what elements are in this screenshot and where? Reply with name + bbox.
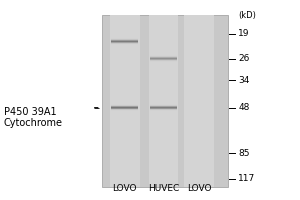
Bar (148, 15, 178, 187)
Text: 26: 26 (238, 54, 250, 63)
Text: LOVO: LOVO (187, 184, 212, 193)
Text: LOVO: LOVO (112, 184, 137, 193)
Text: 19: 19 (238, 29, 250, 38)
Text: Cytochrome: Cytochrome (4, 118, 63, 128)
Text: 117: 117 (238, 174, 255, 183)
Text: 34: 34 (238, 76, 250, 85)
Bar (110, 15, 140, 187)
Text: 85: 85 (238, 149, 250, 158)
Text: --: -- (94, 103, 101, 113)
Text: P450 39A1: P450 39A1 (4, 107, 56, 117)
Text: 48: 48 (238, 103, 250, 112)
Text: (kD): (kD) (238, 11, 256, 20)
Bar (102, 15, 228, 187)
Text: HUVEC: HUVEC (148, 184, 179, 193)
Bar (184, 15, 214, 187)
